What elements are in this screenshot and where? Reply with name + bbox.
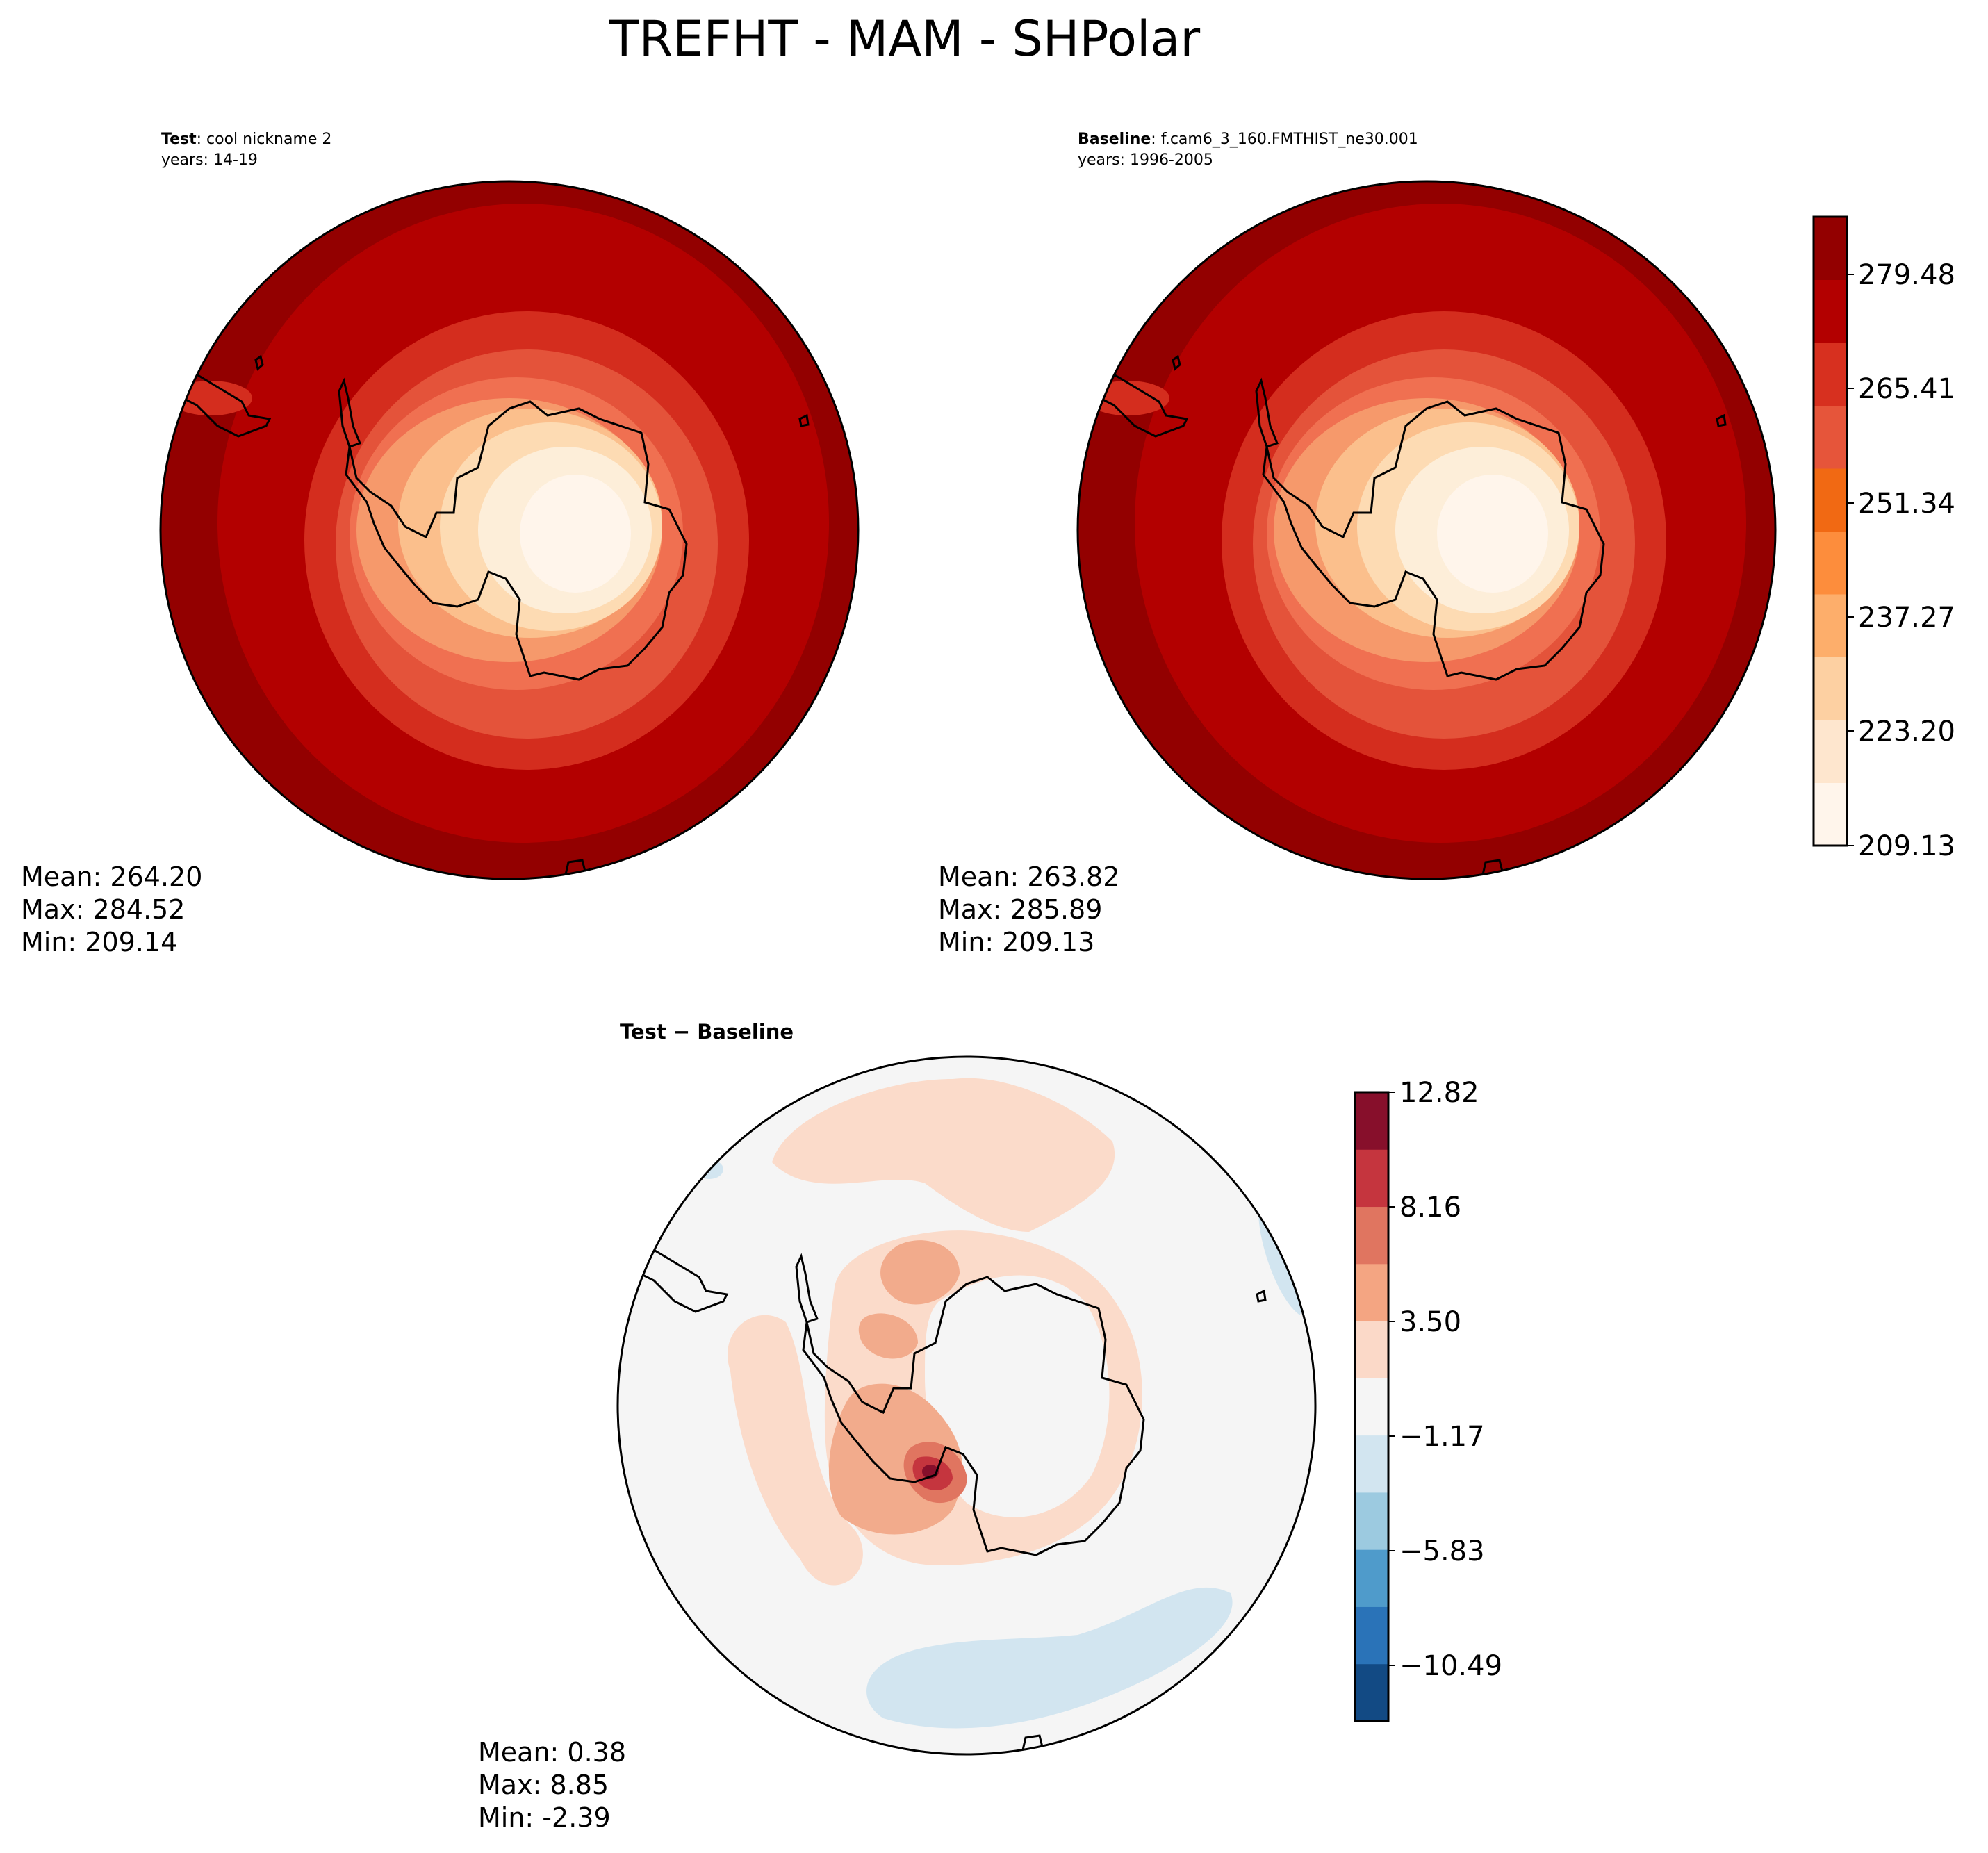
colorbar-tick-label: 251.34 xyxy=(1858,488,1955,520)
colorbar-tick-label: 223.20 xyxy=(1858,716,1955,748)
colorbar-segment xyxy=(1814,531,1847,595)
test-header-bold: Test xyxy=(161,131,197,148)
contour-band xyxy=(866,1587,1233,1729)
colorbar-segment xyxy=(1355,1149,1388,1208)
baseline-mean: Mean: 263.82 xyxy=(938,862,1119,892)
colorbar-absolute: 279.48 265.41 251.34 237.27 223.20 209.13 xyxy=(1812,215,1955,862)
island-coastline xyxy=(1716,413,1727,427)
baseline-header-rest: : f.cam6_3_160.FMTHIST_ne30.001 xyxy=(1151,131,1418,148)
contour-band xyxy=(728,1315,863,1586)
contour-band xyxy=(1258,1211,1301,1315)
colorbar-tick-label: 209.13 xyxy=(1858,830,1955,862)
colorbar-tick-label: −1.17 xyxy=(1399,1421,1485,1453)
baseline-max: Max: 285.89 xyxy=(938,894,1102,925)
island-coastline xyxy=(564,859,587,878)
diff-panel: Test − Baseline Mean: 0.38 Max: 8.85 Min… xyxy=(478,1020,1317,1833)
colorbar-tick-label: 3.50 xyxy=(1399,1306,1461,1338)
island-coastline xyxy=(1172,354,1181,371)
colorbar-segment xyxy=(1355,1549,1388,1607)
colorbar-tick-label: 237.27 xyxy=(1858,602,1955,634)
colorbar-tick-label: 265.41 xyxy=(1858,373,1955,405)
diff-header: Test − Baseline xyxy=(620,1020,794,1044)
colorbar-segment xyxy=(1355,1492,1388,1550)
diff-map-border xyxy=(616,1055,1317,1756)
colorbar-segment xyxy=(1814,405,1847,469)
colorbar-segment xyxy=(1355,1435,1388,1493)
colorbar-segment xyxy=(1814,720,1847,783)
colorbar-segment xyxy=(1355,1263,1388,1321)
colorbar-tick-label: 279.48 xyxy=(1858,259,1955,291)
diff-map xyxy=(618,1057,1315,1754)
colorbar-segment xyxy=(1814,594,1847,657)
diff-mean: Mean: 0.38 xyxy=(478,1737,626,1768)
baseline-header: Baseline: f.cam6_3_160.FMTHIST_ne30.001 xyxy=(1078,131,1418,148)
contour-band xyxy=(1437,475,1548,593)
colorbar-tick-label: 8.16 xyxy=(1399,1192,1461,1224)
colorbar-segment xyxy=(1814,217,1847,280)
colorbar-segment xyxy=(1355,1321,1388,1378)
baseline-years: years: 1996-2005 xyxy=(1078,151,1213,169)
island-coastline xyxy=(1256,1289,1267,1303)
test-years: years: 14-19 xyxy=(161,151,258,169)
island-coastline xyxy=(254,354,264,371)
test-panel: Test: cool nickname 2 years: 14-19 Mean:… xyxy=(21,131,860,957)
figure-title: TREFHT - MAM - SHPolar xyxy=(609,10,1200,67)
colorbar-tick-label: −5.83 xyxy=(1399,1535,1485,1567)
colorbar-frame xyxy=(1812,215,1848,847)
test-header: Test: cool nickname 2 xyxy=(161,131,331,148)
island-coastline xyxy=(1481,859,1504,878)
baseline-panel: Baseline: f.cam6_3_160.FMTHIST_ne30.001 … xyxy=(938,131,1777,957)
colorbar-segment xyxy=(1355,1092,1388,1150)
test-map-border xyxy=(159,180,860,880)
island-coastline xyxy=(1021,1734,1044,1754)
colorbar-segment xyxy=(1814,343,1847,406)
test-map xyxy=(161,181,858,879)
contour-band xyxy=(925,1275,1110,1517)
contour-band xyxy=(880,1240,960,1305)
colorbar-segment xyxy=(1355,1663,1388,1722)
colorbar-segment xyxy=(1814,468,1847,532)
baseline-map xyxy=(1078,181,1775,879)
colorbar-segment xyxy=(1355,1606,1388,1665)
test-max: Max: 284.52 xyxy=(21,894,185,925)
baseline-map-border xyxy=(1076,180,1777,880)
colorbar-segment xyxy=(1355,1378,1388,1436)
diff-min: Min: -2.39 xyxy=(478,1802,611,1833)
test-mean: Mean: 264.20 xyxy=(21,862,202,892)
test-min: Min: 209.14 xyxy=(21,927,177,957)
colorbar-tick-label: 12.82 xyxy=(1399,1077,1479,1109)
colorbar-difference: 12.82 8.16 3.50 −1.17 −5.83 −10.49 xyxy=(1354,1077,1502,1722)
baseline-header-bold: Baseline xyxy=(1078,131,1151,148)
contour-band xyxy=(520,475,631,593)
island-coastline xyxy=(798,413,810,427)
colorbar-segment xyxy=(1355,1206,1388,1265)
colorbar-segment xyxy=(1814,782,1847,846)
contour-band xyxy=(772,1078,1115,1232)
colorbar-segment xyxy=(1814,657,1847,720)
colorbar-tick-label: −10.49 xyxy=(1399,1650,1502,1682)
diff-max: Max: 8.85 xyxy=(478,1770,609,1800)
baseline-min: Min: 209.13 xyxy=(938,927,1094,957)
colorbar-frame xyxy=(1354,1091,1390,1722)
colorbar-segment xyxy=(1814,279,1847,343)
test-header-rest: : cool nickname 2 xyxy=(197,131,332,148)
contour-band xyxy=(858,1313,918,1359)
